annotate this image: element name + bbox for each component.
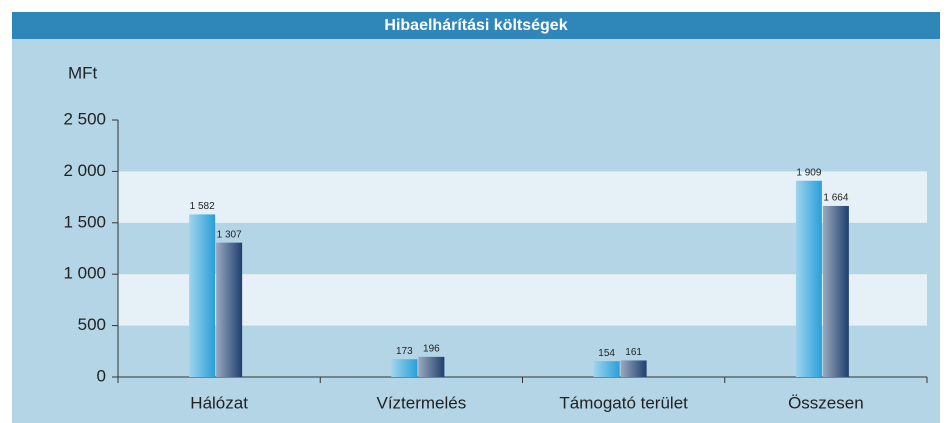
value-label: 1 909 [796, 167, 821, 178]
value-label: 173 [396, 346, 413, 357]
title-band [12, 12, 940, 39]
x-tick-label: Víztermelés [377, 393, 467, 412]
bar [620, 360, 647, 377]
x-tick-label: Összesen [788, 393, 864, 412]
bar [822, 205, 849, 377]
value-label: 161 [625, 347, 642, 358]
y-tick-label: 2 500 [63, 109, 106, 128]
x-tick-label: Hálózat [190, 393, 248, 412]
y-tick-label: 2 000 [63, 161, 106, 180]
value-label: 154 [598, 348, 615, 359]
bar [418, 356, 445, 377]
y-tick-label: 1 500 [63, 212, 106, 231]
bar [189, 214, 216, 377]
chart-title: Hibaelhárítási költségek [384, 17, 567, 34]
y-tick-label: 500 [78, 315, 106, 334]
value-label: 1 582 [190, 201, 215, 212]
value-label: 1 664 [823, 193, 848, 204]
bar [216, 242, 243, 377]
grid-band [118, 171, 927, 223]
value-label: 196 [423, 343, 440, 354]
bar [391, 359, 418, 377]
y-tick-label: 1 000 [63, 264, 106, 283]
y-axis-label: MFt [68, 63, 98, 82]
bar [795, 180, 822, 377]
y-tick-label: 0 [97, 366, 106, 385]
grid-band [118, 274, 927, 326]
bar [593, 361, 620, 377]
x-tick-label: Támogató terület [559, 393, 688, 412]
value-label: 1 307 [217, 229, 242, 240]
